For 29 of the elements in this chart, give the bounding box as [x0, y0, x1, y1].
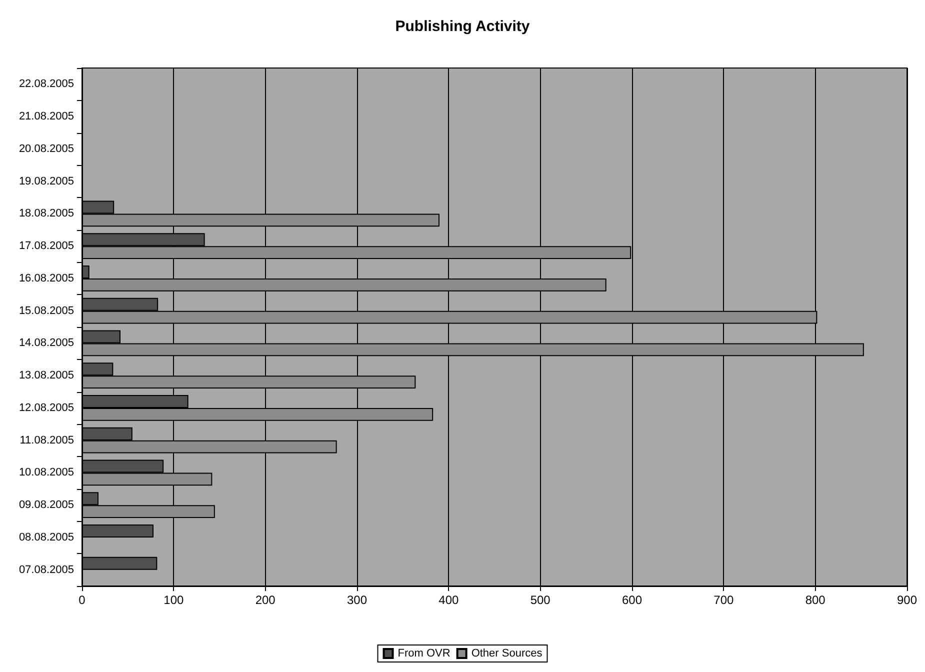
y-tick-label: 13.08.2005 [18, 370, 74, 382]
x-tick-label: 600 [622, 593, 642, 607]
y-tick-label: 11.08.2005 [20, 434, 74, 446]
y-tick-label: 18.08.2005 [18, 208, 74, 220]
y-tick-label: 21.08.2005 [18, 110, 74, 123]
x-tick-label: 900 [896, 593, 918, 607]
x-tick-label: 800 [805, 593, 826, 607]
x-tick-label: 100 [164, 593, 184, 607]
y-tick-label: 22.08.2005 [18, 78, 74, 90]
y-tick-label: 17.08.2005 [18, 240, 74, 252]
legend-label: From OVR [398, 648, 450, 660]
x-tick-label: 200 [255, 593, 276, 607]
y-tick-label: 16.08.2005 [18, 272, 74, 284]
y-tick-label: 19.08.2005 [18, 175, 74, 188]
x-tick-label: 0 [78, 593, 86, 607]
y-tick-label: 14.08.2005 [18, 337, 74, 350]
x-tick-label: 300 [346, 593, 368, 607]
y-tick-label: 20.08.2005 [18, 142, 74, 155]
y-tick-label: 07.08.2005 [18, 564, 74, 576]
x-tick-label: 700 [714, 593, 734, 607]
chart-title: Publishing Activity [395, 18, 530, 35]
legend-label: Other Sources [471, 648, 543, 660]
y-tick-label: 09.08.2005 [18, 499, 74, 512]
x-tick-label: 500 [530, 593, 551, 607]
y-tick-label: 15.08.2005 [18, 304, 74, 317]
y-tick-label: 08.08.2005 [18, 531, 74, 544]
y-tick-label: 10.08.2005 [18, 466, 74, 479]
x-tick-label: 400 [438, 593, 459, 607]
y-tick-label: 12.08.2005 [18, 402, 74, 414]
